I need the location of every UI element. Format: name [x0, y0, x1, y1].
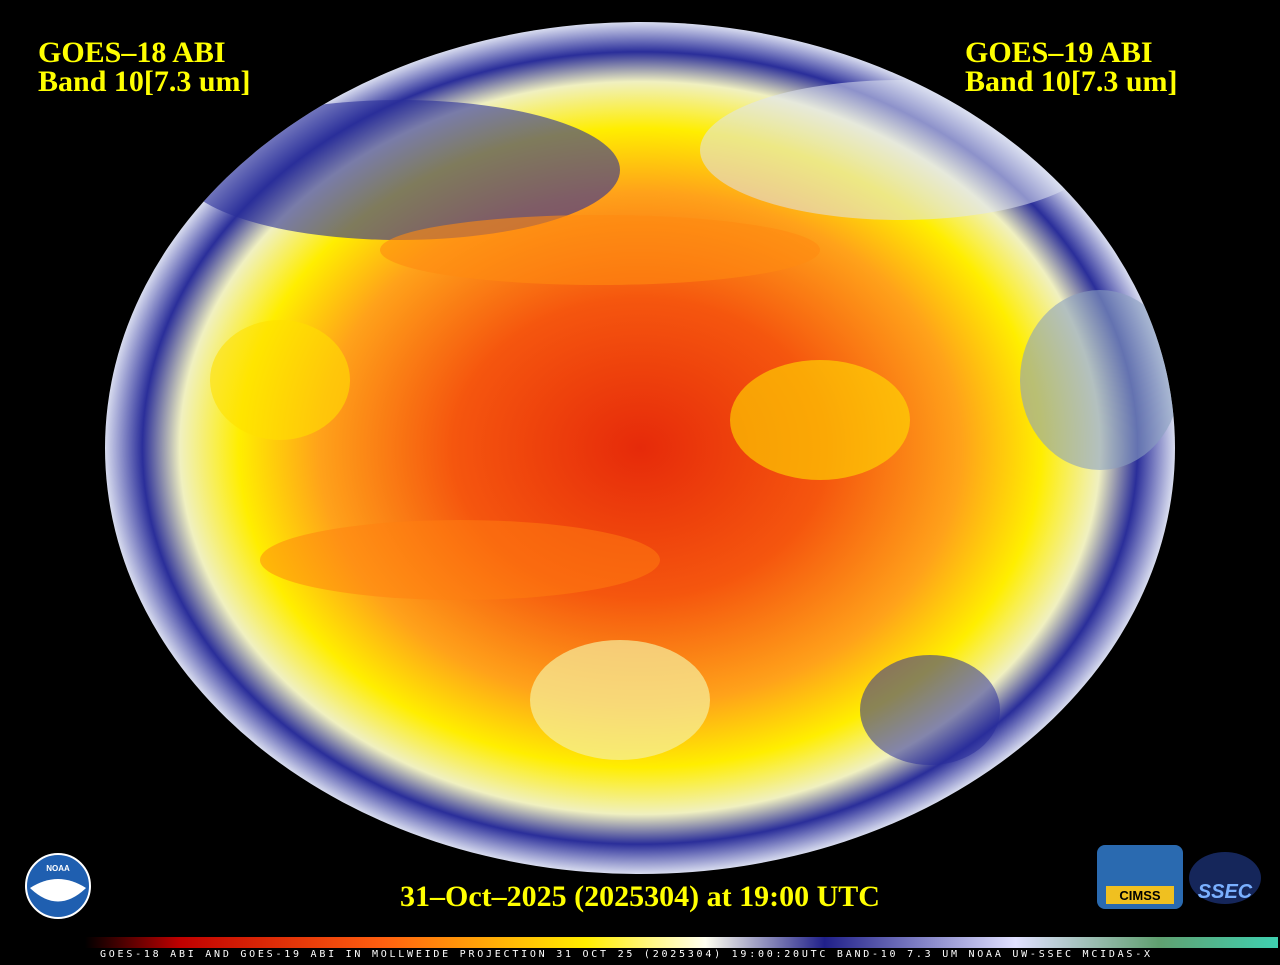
cimss-text: CIMSS — [1119, 888, 1161, 903]
color-bar — [85, 937, 1278, 948]
left-title: GOES–18 ABI — [38, 36, 226, 69]
cimss-logo: CIMSS — [1097, 845, 1183, 909]
left-band: Band 10[7.3 um] — [38, 65, 251, 98]
ssec-logo: SSEC — [1189, 852, 1261, 904]
right-title: GOES–19 ABI — [965, 36, 1153, 69]
footer-text: GOES-18 ABI AND GOES-19 ABI IN MOLLWEIDE… — [100, 949, 1150, 960]
ssec-text: SSEC — [1198, 881, 1253, 903]
noaa-text: NOAA — [46, 864, 70, 873]
timestamp: 31–Oct–2025 (2025304) at 19:00 UTC — [400, 880, 880, 913]
noaa-logo: NOAA — [25, 853, 91, 919]
right-band: Band 10[7.3 um] — [965, 65, 1178, 98]
cloud-features — [180, 80, 1175, 765]
